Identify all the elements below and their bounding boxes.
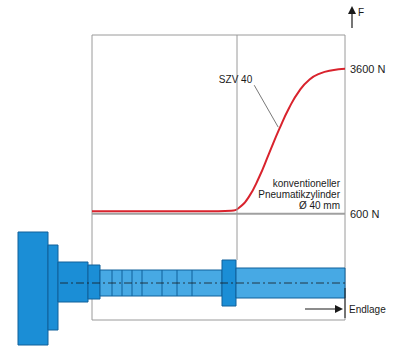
svg-text:Ø 40 mm: Ø 40 mm	[299, 200, 340, 211]
svg-text:600 N: 600 N	[350, 208, 379, 220]
svg-text:SZV 40: SZV 40	[219, 74, 253, 85]
svg-text:F: F	[358, 7, 364, 18]
svg-text:Pneumatikzylinder: Pneumatikzylinder	[258, 189, 340, 200]
svg-text:3600 N: 3600 N	[350, 63, 386, 75]
svg-text:Endlage: Endlage	[349, 304, 386, 315]
svg-text:konventioneller: konventioneller	[273, 178, 341, 189]
